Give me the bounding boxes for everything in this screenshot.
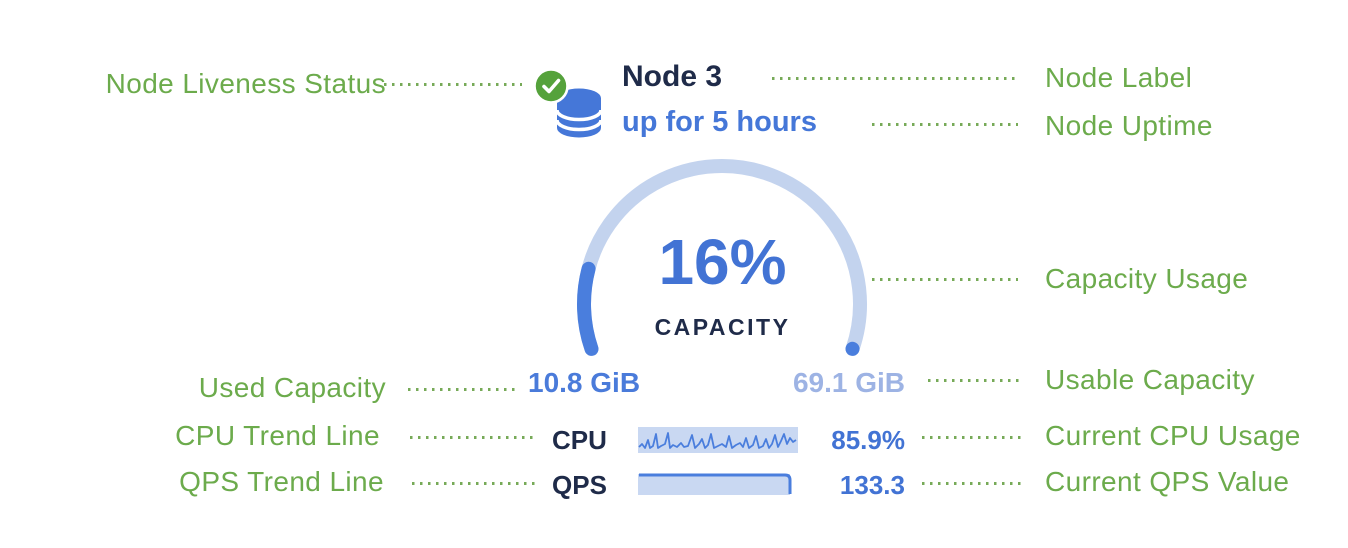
cpu-trend-sparkline [638, 427, 798, 453]
node-label-text: Node 3 [622, 60, 723, 93]
dotted-connector-qps-trend [412, 482, 536, 485]
dotted-connector-used-capacity [408, 388, 516, 391]
used-capacity-value: 10.8 GiB [528, 367, 641, 398]
cpu-metric-label: CPU [552, 425, 607, 455]
dotted-connector-node-uptime [872, 123, 1018, 126]
cpu-current-value: 85.9% [831, 425, 905, 455]
annotation-capacity-usage: Capacity Usage [1045, 263, 1249, 294]
dotted-connector-capacity-usage [872, 278, 1018, 281]
capacity-caption: CAPACITY [654, 314, 791, 340]
annotation-node-uptime: Node Uptime [1045, 110, 1213, 141]
annotation-current-cpu-usage: Current CPU Usage [1045, 420, 1301, 451]
capacity-usage-percent: 16% [658, 226, 787, 298]
dotted-connector-node-label [772, 77, 1018, 80]
annotation-used-capacity: Used Capacity [198, 372, 386, 403]
database-icon [555, 88, 603, 138]
dotted-connector-current-cpu [922, 436, 1022, 439]
annotation-node-liveness-status: Node Liveness Status [105, 68, 386, 99]
qps-current-value: 133.3 [839, 470, 905, 500]
dotted-connector-current-qps [922, 482, 1022, 485]
qps-trend-chart [638, 473, 792, 495]
capacity-gauge [577, 159, 867, 356]
dotted-connector-liveness [384, 83, 522, 86]
qps-metric-label: QPS [552, 470, 607, 500]
capacity-values-row: 10.8 GiB 69.1 GiB [528, 367, 905, 399]
node-uptime-text: up for 5 hours [622, 106, 817, 138]
annotation-node-label: Node Label [1045, 62, 1193, 93]
dotted-connector-cpu-trend [410, 436, 536, 439]
usable-capacity-value: 69.1 GiB [792, 367, 905, 398]
annotation-usable-capacity: Usable Capacity [1045, 364, 1255, 395]
check-circle-icon [533, 68, 569, 104]
annotation-current-qps-value: Current QPS Value [1045, 466, 1290, 497]
dotted-connector-usable-capacity [928, 379, 1022, 382]
gauge-fill [577, 159, 867, 356]
annotation-qps-trend-line: QPS Trend Line [179, 466, 384, 497]
annotation-cpu-trend-line: CPU Trend Line [175, 420, 380, 451]
